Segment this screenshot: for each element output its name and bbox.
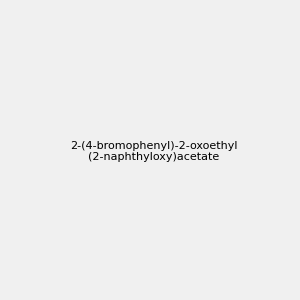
Text: 2-(4-bromophenyl)-2-oxoethyl (2-naphthyloxy)acetate: 2-(4-bromophenyl)-2-oxoethyl (2-naphthyl… [70, 141, 238, 162]
